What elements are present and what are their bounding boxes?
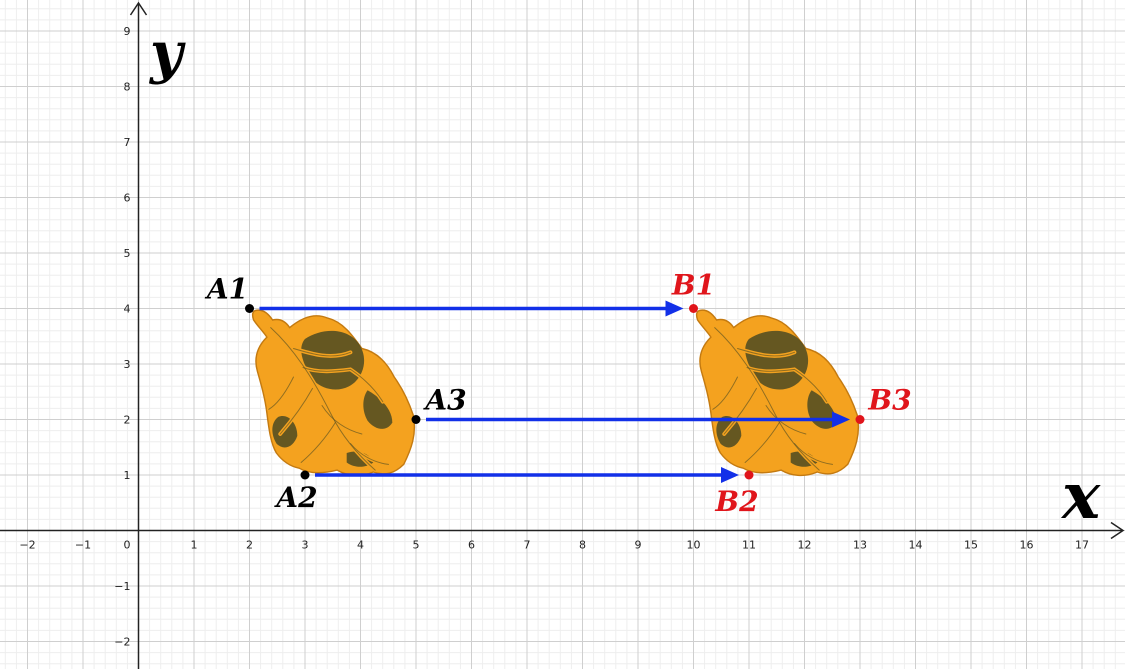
arrowhead-icon	[832, 411, 850, 428]
leaf-vein-shadow	[712, 376, 738, 410]
point-B2	[744, 470, 754, 480]
x-tick-label: −1	[75, 539, 91, 552]
x-axis-arrow-icon	[1110, 521, 1125, 540]
x-tick-label: 10	[687, 539, 701, 552]
point-B3	[855, 415, 865, 424]
x-tick-label: −2	[19, 539, 35, 552]
x-tick-label: 8	[579, 539, 586, 552]
y-tick-label: −2	[114, 636, 130, 649]
point-label-B3: B3	[867, 384, 911, 417]
leaf-vein-shadow	[321, 405, 363, 435]
y-tick-label: 9	[124, 25, 131, 38]
leaf-vein-shadow	[270, 327, 376, 471]
x-tick-label: 11	[742, 539, 756, 552]
y-tick-label: 1	[124, 469, 131, 482]
y-tick-label: 4	[124, 303, 131, 316]
point-label-A2: A2	[273, 481, 317, 514]
leaf-vein-shadow	[765, 405, 807, 435]
x-tick-label: 3	[302, 539, 309, 552]
x-tick-label: 13	[853, 539, 867, 552]
x-tick-label: 7	[524, 539, 531, 552]
leaf-vein-shadow	[794, 443, 833, 465]
translated-leaf	[695, 309, 860, 477]
point-label-B1: B1	[671, 269, 715, 302]
x-tick-label: 12	[798, 539, 812, 552]
leaf-dark-patch	[363, 390, 393, 429]
point-B1	[689, 304, 698, 313]
leaf-vein-shadow	[350, 443, 389, 465]
leaf-vein-shadow	[293, 348, 351, 357]
points: A1 A2 A3 B1 B2 B3	[204, 269, 912, 519]
original-leaf	[251, 309, 416, 477]
x-tick-label: 9	[635, 539, 642, 552]
y-tick-label: 8	[124, 81, 131, 94]
tick-labels: −2 −1 1 2 3 4 5 6 7 8 9 10 11 12 13 14 15 16 17−2−11234567…	[19, 25, 1089, 649]
leaf-vein-shadow	[737, 348, 795, 357]
x-tick-label: 15	[964, 539, 978, 552]
x-tick-label: 16	[1020, 539, 1034, 552]
y-tick-label: 7	[124, 136, 131, 149]
point-A3	[411, 415, 421, 424]
x-tick-label: 6	[468, 539, 475, 552]
y-axis-arrow-icon	[129, 1, 148, 16]
leaf-dark-patch	[301, 330, 365, 390]
y-tick-label: 2	[124, 414, 131, 427]
x-tick-label: 14	[909, 539, 923, 552]
y-tick-label: 6	[124, 192, 131, 205]
x-tick-label: 5	[413, 539, 420, 552]
x-tick-label: 2	[246, 539, 253, 552]
leaf-vein-shadow	[279, 387, 313, 435]
arrowhead-icon	[665, 300, 684, 317]
leaf-vein-shadow	[300, 422, 336, 463]
leaf-vein-shadow	[302, 367, 384, 403]
x-tick-label: 4	[357, 539, 364, 552]
leaf-vein-shadow	[744, 422, 780, 463]
leaf-shapes	[251, 309, 860, 477]
point-A1	[245, 304, 254, 313]
leaf-vein-shadow	[723, 387, 757, 435]
x-tick-label: 1	[191, 539, 198, 552]
leaf-dark-patch	[745, 330, 809, 390]
point-A2	[300, 470, 310, 480]
leaf-vein-shadow	[268, 376, 294, 410]
point-label-B2: B2	[714, 485, 758, 518]
x-axis-label: x	[1060, 459, 1101, 534]
leaf-dark-patch	[716, 416, 742, 448]
y-tick-label: −1	[114, 580, 130, 593]
y-tick-label: 5	[124, 247, 131, 260]
y-tick-label: 3	[124, 358, 131, 371]
point-label-A1: A1	[204, 273, 248, 306]
origin-label: 0	[124, 539, 131, 552]
x-tick-label: 17	[1075, 539, 1089, 552]
point-label-A3: A3	[422, 384, 466, 417]
arrowhead-icon	[721, 467, 739, 483]
leaf-vein-shadow	[746, 367, 828, 403]
y-axis-label: y	[148, 20, 186, 86]
leaf-dark-patch	[272, 416, 298, 448]
translation-arrows	[259, 300, 850, 483]
leaf-vein-shadow	[714, 327, 820, 471]
